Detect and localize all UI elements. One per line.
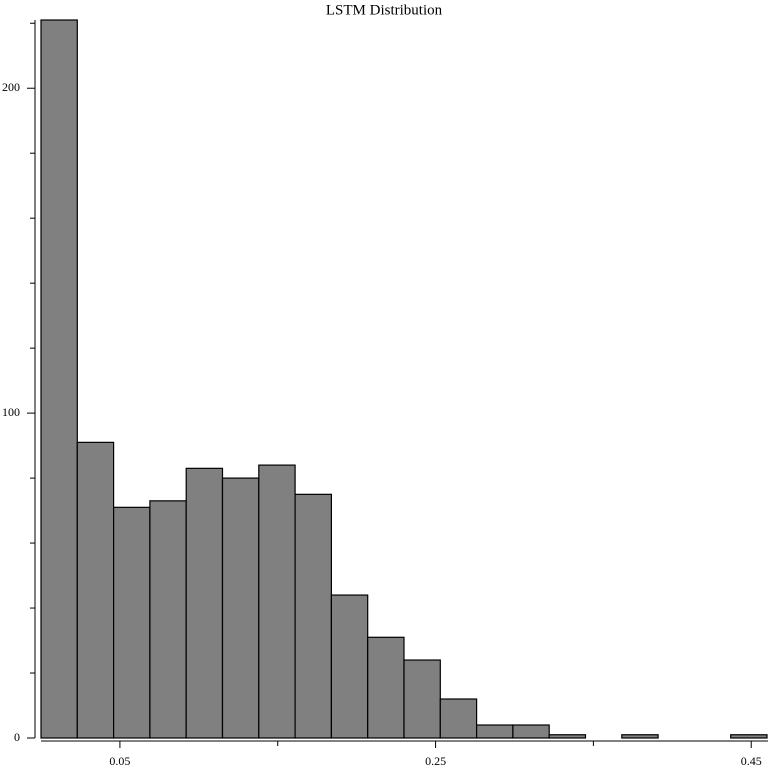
- bar: [439, 698, 478, 739]
- bar: [40, 19, 78, 739]
- y-tick-label: 100: [2, 405, 20, 419]
- bar: [476, 724, 514, 739]
- bar: [112, 506, 151, 739]
- bar: [330, 594, 369, 739]
- bar: [730, 734, 768, 739]
- x-tick-label: 0.05: [109, 754, 130, 768]
- bar: [149, 500, 187, 739]
- bar: [367, 636, 405, 739]
- x-tick-label: 0.25: [425, 754, 446, 768]
- bar: [403, 659, 441, 739]
- chart-title: LSTM Distribution: [326, 2, 443, 18]
- bar: [512, 724, 550, 739]
- bar: [258, 464, 296, 739]
- bar: [294, 493, 333, 739]
- bar: [621, 734, 659, 739]
- bar: [76, 441, 115, 739]
- bar: [548, 734, 587, 739]
- y-tick-label: 0: [14, 730, 20, 744]
- bar: [221, 477, 260, 739]
- bar: [185, 467, 224, 739]
- x-tick-label: 0.45: [741, 754, 762, 768]
- y-tick-label: 200: [2, 80, 20, 94]
